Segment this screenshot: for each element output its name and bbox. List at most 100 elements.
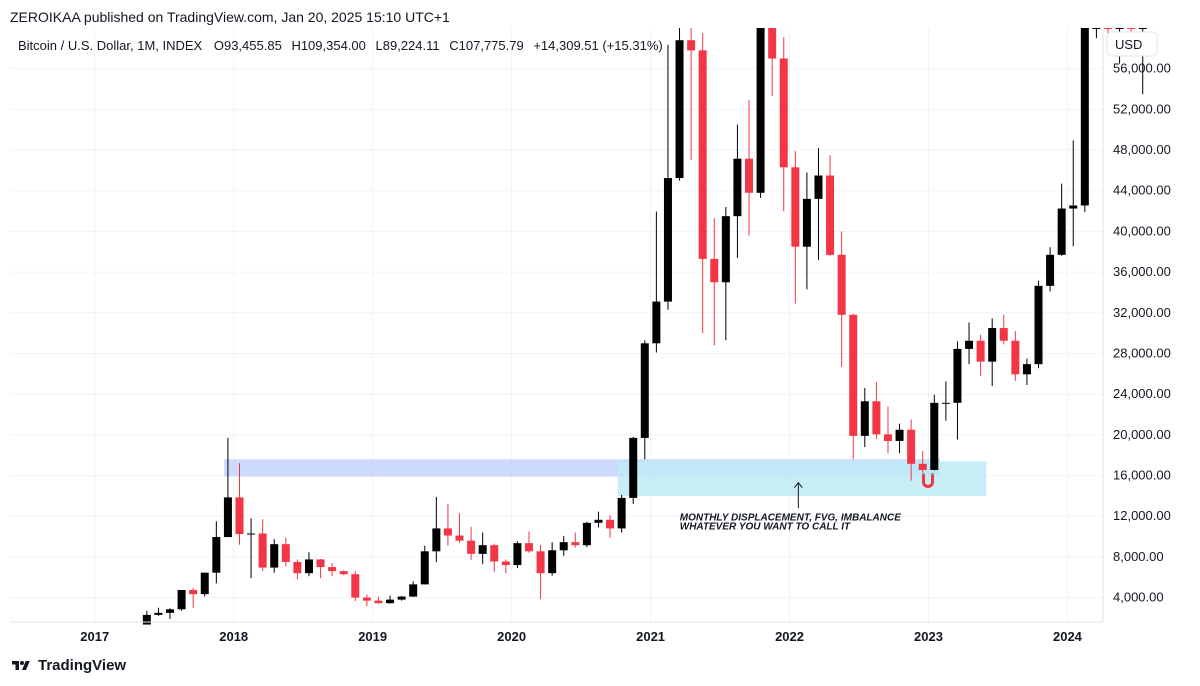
candle [779,37,788,212]
candle-body [675,40,684,179]
y-tick-label: 56,000.00 [1113,61,1171,76]
y-tick-label: 44,000.00 [1113,183,1171,198]
tradingview-footer[interactable]: TradingView [10,657,126,674]
candle-body [409,584,418,597]
candle [675,28,684,181]
x-tick-label: 2023 [914,629,943,644]
candle-body [328,567,337,572]
candle-body [247,533,256,535]
time-axis[interactable]: 2017 2018 2019 2020 2021 2022 2023 2024 [80,629,1082,644]
candle-body [212,537,221,573]
candle [837,231,846,367]
candle [1011,331,1020,381]
candle [200,572,209,597]
candle [999,314,1008,345]
candle [930,394,939,471]
candle [1022,358,1031,386]
candle [223,437,232,538]
y-tick-label: 4,000.00 [1113,590,1164,605]
candle-body [293,561,302,574]
candle [513,541,522,569]
publish-info: ZEROIKAA published on TradingView.com, J… [10,9,450,25]
candle-body [478,545,487,554]
candle [907,419,916,481]
candle [941,381,950,421]
candle-body [791,167,800,247]
tradingview-logo-icon [12,660,30,670]
candle-body [802,198,811,247]
candle-body [1057,208,1066,255]
candle-body [687,40,696,51]
y-tick-label: 32,000.00 [1113,305,1171,320]
candle [524,531,533,553]
candle-body [849,314,858,436]
y-tick-label: 8,000.00 [1113,549,1164,564]
candle-body [1138,28,1147,29]
candle-body [953,348,962,403]
candle-body [177,589,186,610]
y-tick-label: 24,000.00 [1113,386,1171,401]
candle [189,587,198,608]
candle-body [559,542,568,551]
candle [386,595,395,604]
candle [420,545,429,585]
candle-body [907,429,916,464]
candle [802,172,811,290]
price-axis[interactable]: 4,000.00 8,000.00 12,000.00 16,000.00 20,000… [1113,61,1171,605]
candle-body [629,437,638,498]
candle [988,318,997,387]
candle-body [1080,28,1089,206]
candle [1069,140,1078,247]
candle [1057,183,1066,256]
candle [745,100,754,236]
candle-body [223,497,232,538]
candle [617,494,626,533]
annotation-text: MONTHLY DISPLACEMENT, FVG, IMBALANCE [680,512,901,523]
candle-body [710,258,719,283]
candle-body [501,561,510,566]
candle-body [270,544,279,568]
candle [374,596,383,604]
y-tick-label: 48,000.00 [1113,142,1171,157]
x-tick-label: 2022 [775,629,804,644]
ohlc-low: L89,224.11 [376,38,440,53]
candle-body [1115,28,1124,29]
candle-body [1046,254,1055,286]
candle-body [455,535,464,541]
y-tick-label: 20,000.00 [1113,427,1171,442]
candle-body [235,497,244,535]
candle-body [189,589,198,595]
candle-body [316,559,325,568]
candle [1080,28,1089,213]
candle [293,559,302,580]
candle-body [1103,28,1112,29]
candle-body [1069,205,1078,209]
candle [860,388,869,448]
candle [629,436,638,505]
candle-body [976,340,985,362]
candle-body [200,572,209,595]
ohlc-change: +14,309.51 (+15.31%) [533,38,662,53]
currency-button[interactable]: USD [1106,31,1158,57]
candle [953,341,962,440]
candle-body [582,522,591,546]
candle-body [652,301,661,344]
candle-body [548,550,557,574]
candle [965,322,974,365]
candle [791,151,800,304]
candle-body [374,600,383,604]
magnet-icon[interactable] [922,473,934,488]
candle-body [304,559,313,574]
candle [768,28,777,97]
candle [467,526,476,560]
candle [582,521,591,548]
candle [606,515,615,538]
symbol-name: Bitcoin / U.S. Dollar, 1M, INDEX [18,38,203,53]
candle-body [339,571,348,575]
candle [814,148,823,260]
candle-body [930,402,939,470]
candle [166,608,175,619]
candle-body [826,175,835,255]
candle-body [154,612,163,615]
